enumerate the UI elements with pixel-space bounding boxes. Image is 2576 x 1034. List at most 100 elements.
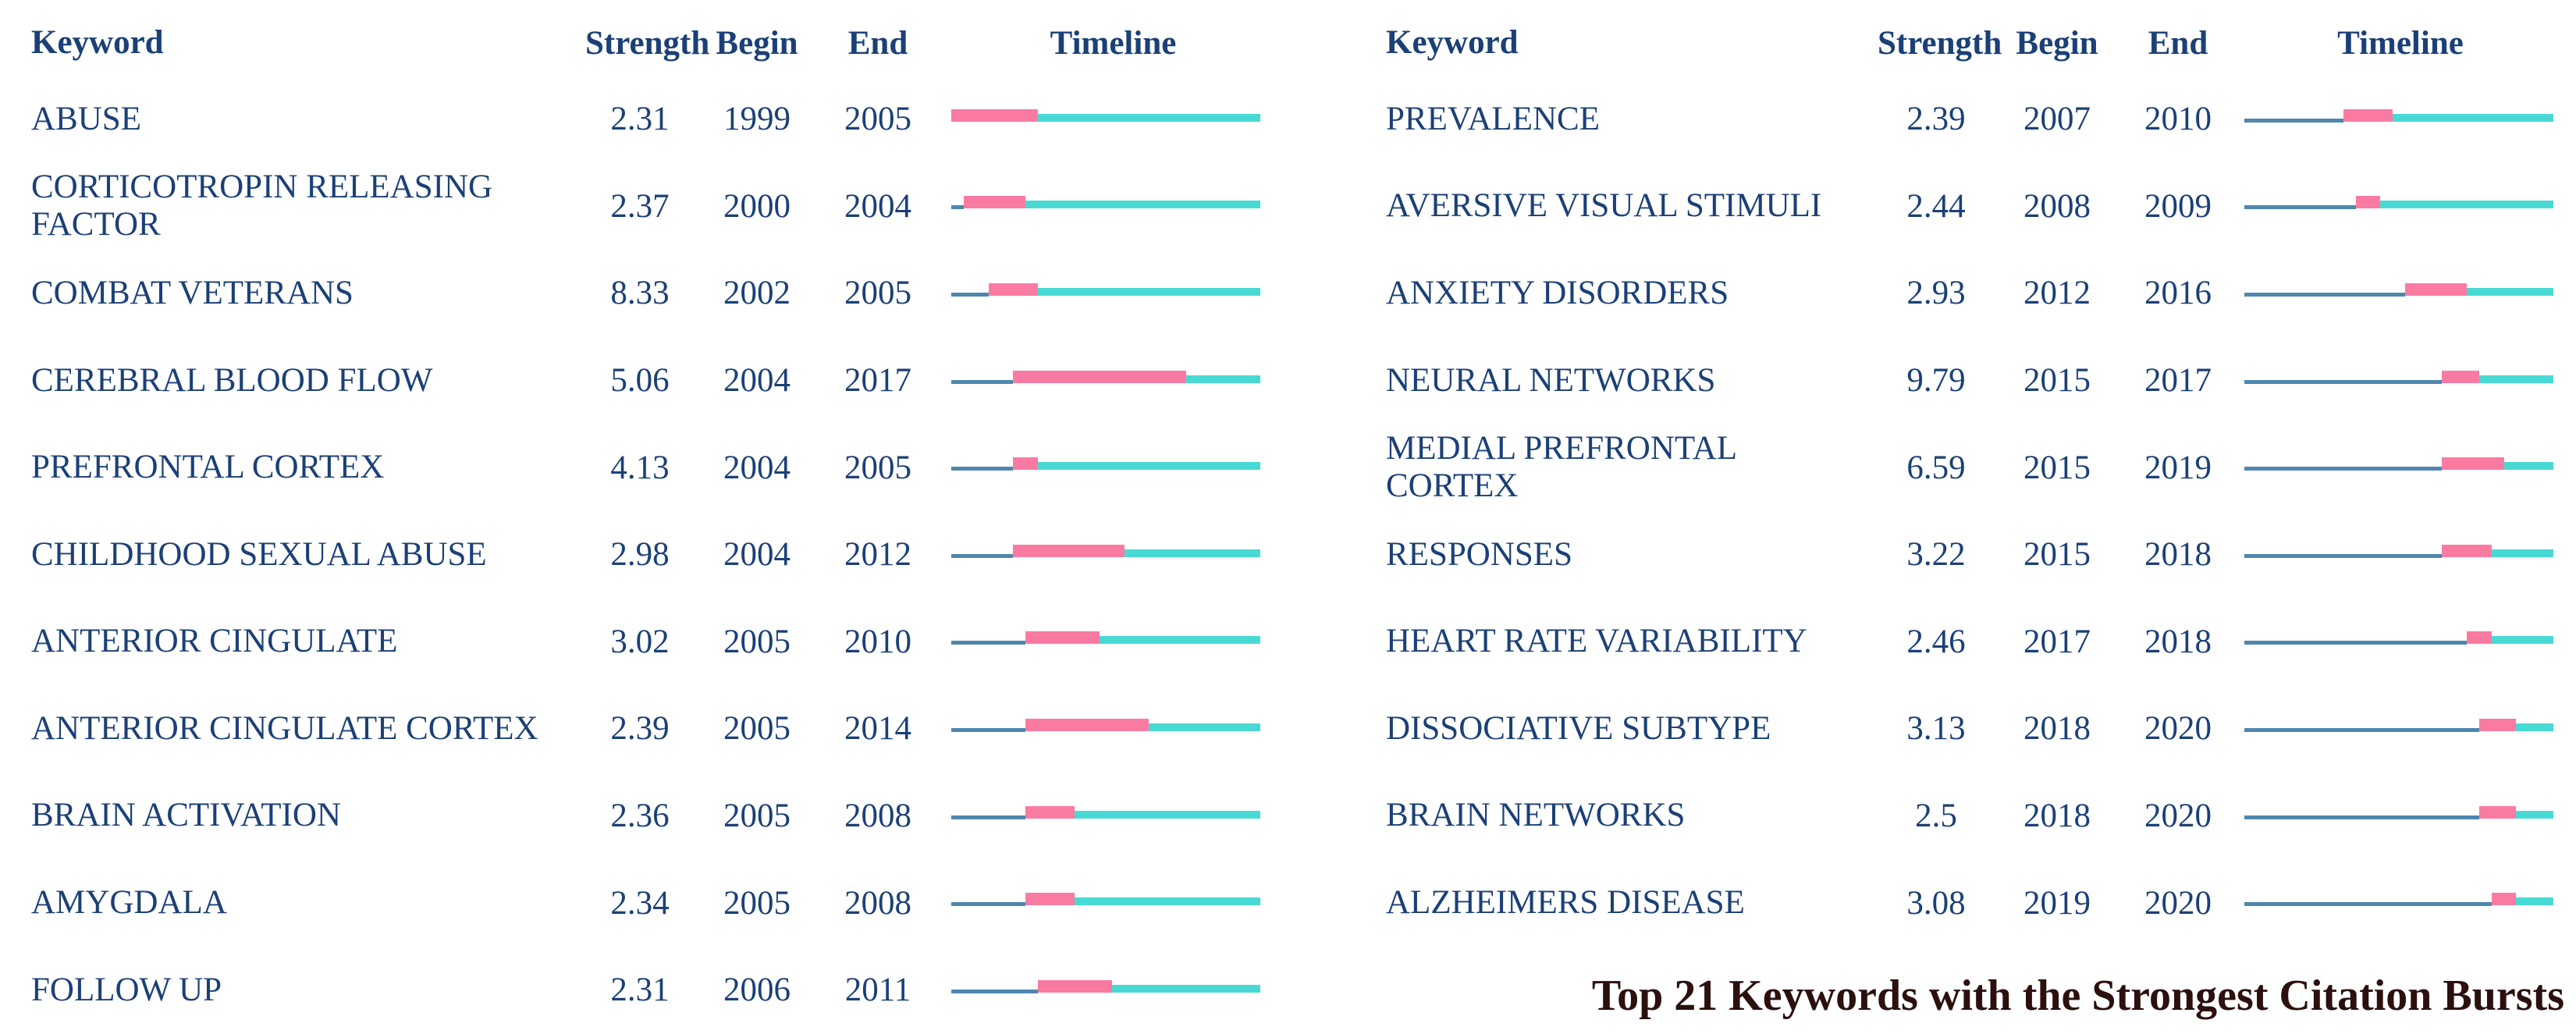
timeline-post-burst-segment: [2516, 810, 2553, 819]
timeline-pre-burst-line: [2244, 292, 2405, 297]
timeline-pre-burst-line: [951, 205, 964, 210]
table-row: CEREBRAL BLOOD FLOW 5.06 2004 2017: [31, 337, 1263, 425]
strength-value: 3.13: [1906, 710, 1966, 748]
table-row: ANTERIOR CINGULATE CORTEX 2.39 2005 2014: [31, 685, 1263, 773]
end-year: 2011: [844, 972, 911, 1009]
timeline-pre-burst-line: [2244, 553, 2443, 558]
end-year: 2005: [844, 449, 911, 486]
timeline-pre-burst-line: [951, 379, 1014, 384]
timeline-cell: [2237, 893, 2564, 911]
end-year: 2017: [2144, 362, 2212, 400]
timeline-cell: [2237, 718, 2564, 737]
keyword-label: DISSOCIATIVE SUBTYPE: [1386, 709, 1771, 747]
table-row: AVERSIVE VISUAL STIMULI 2.44 2008 2009: [1386, 163, 2564, 251]
timeline-burst-segment: [951, 108, 1038, 122]
timeline-pre-burst-line: [951, 467, 1014, 471]
begin-year: 2006: [723, 972, 791, 1009]
strength-value: 2.37: [610, 187, 670, 225]
begin-year: 2008: [2023, 187, 2091, 225]
strength-value: 4.13: [610, 449, 670, 486]
timeline-post-burst-segment: [2393, 113, 2553, 122]
timeline-bar: [951, 282, 1260, 302]
end-year: 2018: [2144, 623, 2212, 660]
timeline-burst-segment: [1037, 979, 1112, 993]
table-row: HEART RATE VARIABILITY 2.46 2017 2018: [1386, 599, 2564, 686]
begin-year: 1999: [723, 101, 791, 138]
timeline-bar: [951, 457, 1260, 476]
timeline-post-burst-segment: [1124, 549, 1260, 557]
keyword-label: HEART RATE VARIABILITY: [1386, 623, 1807, 660]
timeline-cell: [936, 282, 1263, 302]
timeline-post-burst-segment: [1037, 113, 1260, 122]
timeline-bar: [2244, 805, 2553, 825]
burst-table-right: Keyword Strength Begin End Timeline PREV…: [1386, 0, 2564, 947]
end-year: 2005: [844, 101, 911, 138]
timeline-cell: [2237, 370, 2564, 389]
begin-year: 2017: [2023, 623, 2091, 660]
timeline-pre-burst-line: [2244, 727, 2479, 732]
table-row: DISSOCIATIVE SUBTYPE 3.13 2018 2020: [1386, 685, 2564, 773]
keyword-label: COMBAT VETERANS: [31, 274, 354, 311]
keyword-label: ANXIETY DISORDERS: [1386, 274, 1729, 311]
table-header: Keyword Strength Begin End Timeline: [31, 0, 1263, 76]
timeline-burst-segment: [988, 282, 1038, 296]
begin-year: 2019: [2023, 884, 2091, 922]
burst-table-left: Keyword Strength Begin End Timeline ABUS…: [31, 0, 1263, 1034]
end-year: 2009: [2144, 187, 2212, 225]
begin-year: 2015: [2023, 362, 2091, 400]
keyword-label: NEURAL NETWORKS: [1386, 361, 1716, 399]
timeline-bar: [2244, 457, 2553, 476]
strength-value: 2.5: [1915, 798, 1957, 835]
strength-value: 8.33: [610, 275, 670, 312]
timeline-bar: [951, 631, 1260, 650]
timeline-post-burst-segment: [2380, 201, 2553, 209]
col-header-end: End: [2148, 25, 2208, 62]
table-row: ALZHEIMERS DISEASE 3.08 2019 2020: [1386, 859, 2564, 947]
timeline-cell: [936, 893, 1263, 911]
timeline-pre-burst-line: [2244, 205, 2356, 210]
timeline-bar: [2244, 108, 2553, 128]
begin-year: 2005: [723, 623, 791, 660]
begin-year: 2018: [2023, 710, 2091, 748]
strength-value: 2.36: [610, 798, 670, 835]
timeline-pre-burst-line: [2244, 467, 2443, 471]
table-row: CORTICOTROPIN RELEASING FACTOR 2.37 2000…: [31, 163, 1263, 251]
strength-value: 9.79: [1906, 362, 1966, 400]
timeline-pre-burst-line: [951, 727, 1026, 732]
timeline-cell: [936, 370, 1263, 389]
timeline-bar: [951, 370, 1260, 389]
table-row: ANXIETY DISORDERS 2.93 2012 2016: [1386, 250, 2564, 337]
col-header-begin: Begin: [2016, 25, 2098, 62]
timeline-bar: [951, 108, 1260, 128]
keyword-label: PREVALENCE: [1386, 100, 1600, 137]
timeline-pre-burst-line: [2244, 118, 2343, 123]
timeline-post-burst-segment: [1037, 287, 1260, 296]
timeline-burst-segment: [2442, 370, 2479, 383]
timeline-burst-segment: [1025, 631, 1100, 645]
begin-year: 2012: [2023, 275, 2091, 312]
keyword-label: ANTERIOR CINGULATE CORTEX: [31, 709, 538, 747]
timeline-burst-segment: [2355, 196, 2381, 209]
end-year: 2019: [2144, 449, 2212, 486]
col-header-end: End: [847, 25, 908, 62]
timeline-bar: [951, 196, 1260, 215]
timeline-post-burst-segment: [2516, 723, 2553, 731]
timeline-post-burst-segment: [1075, 897, 1260, 906]
timeline-pre-burst-line: [951, 989, 1038, 993]
keyword-label: MEDIAL PREFRONTAL CORTEX: [1386, 430, 1736, 505]
timeline-cell: [936, 196, 1263, 215]
col-header-begin: Begin: [716, 25, 798, 62]
timeline-pre-burst-line: [951, 292, 989, 297]
strength-value: 2.44: [1906, 187, 1966, 225]
strength-value: 2.31: [610, 101, 670, 138]
begin-year: 2007: [2023, 101, 2091, 138]
timeline-burst-segment: [1013, 544, 1125, 557]
timeline-bar: [951, 893, 1260, 911]
begin-year: 2005: [723, 710, 791, 748]
end-year: 2004: [844, 187, 911, 225]
timeline-cell: [936, 631, 1263, 650]
timeline-pre-burst-line: [2244, 641, 2468, 645]
timeline-post-burst-segment: [2491, 636, 2553, 645]
timeline-bar: [2244, 718, 2553, 737]
keyword-label: BRAIN NETWORKS: [1386, 797, 1686, 834]
